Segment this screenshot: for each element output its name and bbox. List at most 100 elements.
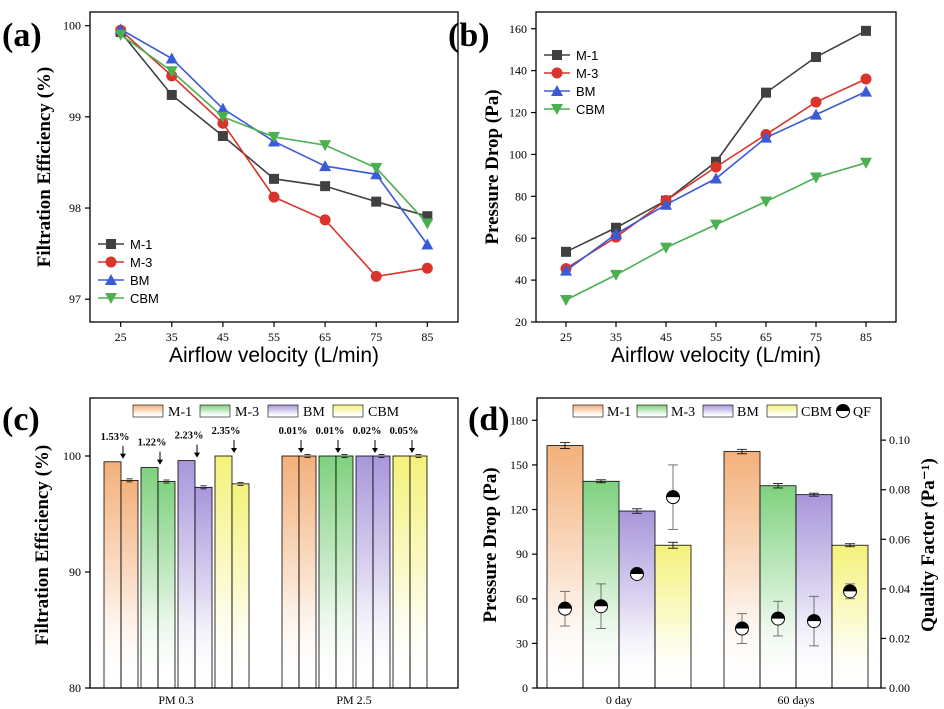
panel-label: (a) <box>2 17 42 54</box>
legend-label: M-1 <box>576 48 598 63</box>
x-tick-label: 85 <box>860 330 872 344</box>
bar-after-M-3 <box>157 481 176 689</box>
legend-label: CBM <box>576 102 605 117</box>
annotation-arrowhead <box>372 448 378 453</box>
data-point-CBM <box>319 140 332 152</box>
panel-a: 25 35 45 55 65 75 85 97 98 99 100 (a) Airflow veloci… <box>2 11 459 367</box>
data-point-BM <box>660 198 672 210</box>
x-category-label: 60 days <box>778 693 815 707</box>
y-tick-label: 30 <box>516 636 528 650</box>
y2-tick-label: 0.04 <box>889 582 910 596</box>
data-point-M-3 <box>217 117 229 129</box>
legend-swatch <box>572 404 604 418</box>
annotation-arrowhead <box>231 448 237 453</box>
y2-axis-title: Quality Factor (Pa⁻¹) <box>918 458 939 632</box>
x-tick-label: 25 <box>115 330 127 344</box>
bar-initial-M-3 <box>318 455 337 689</box>
x-tick-label: 45 <box>217 330 229 344</box>
data-point-M-3 <box>268 191 280 203</box>
legend-label: M-3 <box>235 405 259 420</box>
data-point-M-3 <box>319 214 331 226</box>
qf-point-half <box>735 622 749 629</box>
y2-tick-label: 0.10 <box>889 433 910 447</box>
data-point-M-1 <box>811 52 821 63</box>
data-point-M-1 <box>217 131 228 141</box>
y-tick-label: 180 <box>510 413 528 427</box>
legend-marker <box>105 256 117 268</box>
data-point-CBM <box>660 242 672 254</box>
legend-label: BM <box>303 405 325 420</box>
bar-after-CBM <box>231 483 250 689</box>
legend-marker <box>551 85 563 96</box>
annotation-arrowhead <box>120 453 126 459</box>
panel-label: (c) <box>2 401 40 438</box>
annotation-arrowhead <box>298 448 304 453</box>
panel-d: (d) Pressure Drop (Pa) Quality Factor (Pa⁻… <box>468 397 939 707</box>
annotation-arrowhead <box>157 459 163 465</box>
x-tick-label: 65 <box>319 330 331 344</box>
data-point-M-1 <box>166 89 177 100</box>
data-point-BM <box>710 172 722 184</box>
data-point-CBM <box>370 162 383 174</box>
legend-swatch <box>267 404 299 418</box>
bar-after-M-3 <box>335 455 354 689</box>
data-point-BM <box>421 238 434 250</box>
legend-marker <box>106 239 116 249</box>
data-point-BM <box>760 131 772 143</box>
data-point-BM <box>610 228 622 240</box>
drop-annotation: 0.02% <box>353 426 382 437</box>
data-point-M-3 <box>810 96 822 108</box>
data-point-BM <box>860 85 872 97</box>
data-point-CBM <box>421 218 434 230</box>
data-point-BM <box>216 102 229 114</box>
qf-point-half <box>807 614 821 622</box>
y-tick-label: 160 <box>509 22 527 36</box>
data-point-M-3 <box>710 161 722 173</box>
bar-after-BM <box>194 486 213 689</box>
x-category-label: PM 2.5 <box>336 693 371 707</box>
data-point-M-3 <box>860 73 872 85</box>
x-tick-label: 35 <box>166 330 178 344</box>
bar-after-M-1 <box>298 455 317 689</box>
legend-marker <box>552 50 562 60</box>
data-point-M-1 <box>861 25 871 36</box>
legend-label: M-3 <box>671 405 695 420</box>
data-point-M-1 <box>320 181 331 192</box>
legend-qf-marker-half <box>836 404 850 411</box>
legend-label: BM <box>576 84 596 99</box>
y-axis-title: Filtration Efficiency (%) <box>32 445 53 646</box>
legend-swatch <box>766 404 798 418</box>
x-tick-label: 85 <box>421 330 433 344</box>
data-point-CBM <box>165 66 178 78</box>
data-point-CBM <box>268 131 280 143</box>
qf-point-half <box>558 602 572 609</box>
y-tick-label: 60 <box>516 592 528 606</box>
y-axis-title: Filtration Efficiency (%) <box>34 67 55 268</box>
panel-label: (b) <box>448 17 490 54</box>
drop-annotation: 1.53% <box>101 432 130 443</box>
qf-point-half <box>843 584 857 592</box>
qf-point-half <box>771 612 785 619</box>
panel-c: (c) Filtration Efficiency (%) 80 90 100 1.53%… <box>2 397 459 707</box>
data-point-BM <box>165 52 178 64</box>
annotation-arrowhead <box>335 448 341 453</box>
y-tick-label: 99 <box>69 110 81 124</box>
series-line-M-1 <box>565 30 867 253</box>
qf-point-half <box>630 567 644 574</box>
data-point-M-1 <box>611 222 621 233</box>
x-category-label: 0 day <box>606 693 632 707</box>
bar-after-CBM <box>409 455 428 689</box>
legend-swatch <box>332 404 364 418</box>
y-tick-label: 100 <box>63 449 81 463</box>
data-point-M-1 <box>761 87 771 98</box>
data-point-CBM <box>860 157 872 169</box>
bar-BM <box>795 494 833 689</box>
bar-after-M-1 <box>120 479 139 689</box>
legend-label: M-1 <box>130 237 152 252</box>
panel-b: 25 35 45 55 65 75 85 20 40 60 80 100 120 140 160 (b) Air… <box>448 11 897 367</box>
bar-after-BM <box>372 455 391 689</box>
legend-label: QF <box>853 405 871 420</box>
y-axis-title: Pressure Drop (Pa) <box>482 89 503 244</box>
x-tick-label: 75 <box>370 330 382 344</box>
